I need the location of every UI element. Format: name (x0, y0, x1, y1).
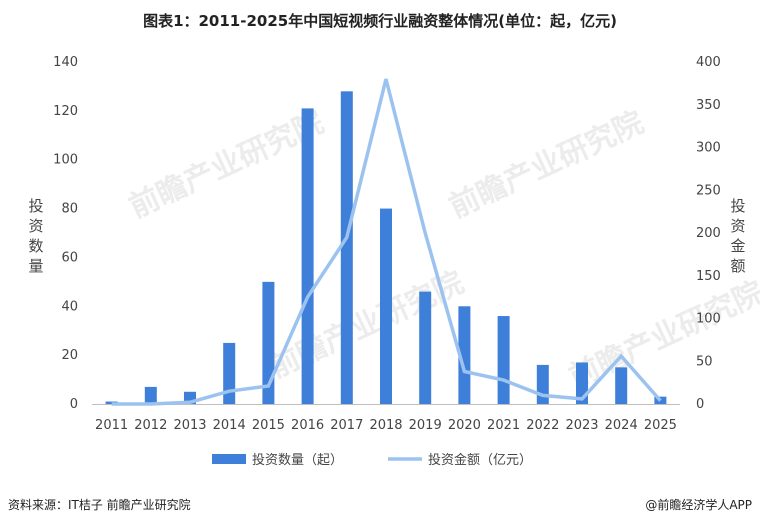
y-right-tick-label: 50 (696, 354, 713, 369)
bar (458, 306, 471, 404)
y-left-tick-label: 60 (61, 250, 78, 265)
bar (340, 91, 353, 405)
y-left-axis-title: 投资数量 (28, 197, 43, 275)
x-tick-label: 2015 (252, 418, 285, 433)
x-tick-label: 2011 (95, 418, 128, 433)
y-right-tick-label: 150 (696, 269, 721, 284)
x-tick-label: 2020 (448, 418, 481, 433)
y-left-tick-label: 120 (53, 104, 78, 119)
x-tick-label: 2012 (134, 418, 167, 433)
bar (380, 208, 392, 404)
y-right-tick-label: 250 (696, 183, 721, 198)
bar (223, 342, 236, 404)
source-note: 资料来源：IT桔子 前瞻产业研究院 (8, 498, 191, 512)
bar (262, 281, 275, 404)
brand-note: @前瞻经济学人APP (645, 498, 752, 512)
x-tick-label: 2016 (291, 418, 324, 433)
bar (497, 316, 510, 404)
series-line (111, 78, 662, 406)
y-right-axis-title: 投资金额 (730, 197, 745, 275)
bar (419, 291, 432, 404)
y-left-tick-label: 140 (53, 55, 78, 70)
y-right-tick-label: 400 (696, 55, 721, 70)
y-left-tick-label: 80 (61, 202, 78, 217)
x-tick-label: 2018 (369, 418, 402, 433)
x-tick-label: 2024 (605, 418, 638, 433)
legend-label-bar: 投资数量（起） (252, 452, 343, 468)
x-tick-label: 2017 (330, 418, 363, 433)
y-right-tick-label: 200 (696, 226, 721, 241)
y-left-tick-label: 100 (53, 153, 78, 168)
bar (301, 108, 314, 405)
y-right-tick-label: 100 (696, 312, 721, 327)
y-left-tick-label: 40 (61, 299, 78, 314)
y-right-tick-label: 300 (696, 141, 721, 156)
y-left-tick-label: 20 (61, 348, 78, 363)
x-tick-label: 2023 (565, 418, 598, 433)
x-tick-label: 2025 (644, 418, 677, 433)
bar (144, 386, 157, 404)
bar (536, 364, 549, 404)
bar (615, 367, 628, 404)
y-right-tick-label: 0 (696, 397, 704, 412)
y-left-tick-label: 0 (70, 397, 78, 412)
x-tick-label: 2022 (526, 418, 559, 433)
x-tick-label: 2014 (213, 418, 246, 433)
legend-label-line: 投资金额（亿元） (428, 452, 532, 468)
x-tick-label: 2021 (487, 418, 520, 433)
x-tick-label: 2013 (173, 418, 206, 433)
x-tick-label: 2019 (409, 418, 442, 433)
chart-title: 图表1：2011-2025年中国短视频行业融资整体情况(单位：起，亿元) (143, 12, 617, 30)
y-right-tick-label: 350 (696, 98, 721, 113)
legend-swatch-bar (212, 454, 246, 464)
